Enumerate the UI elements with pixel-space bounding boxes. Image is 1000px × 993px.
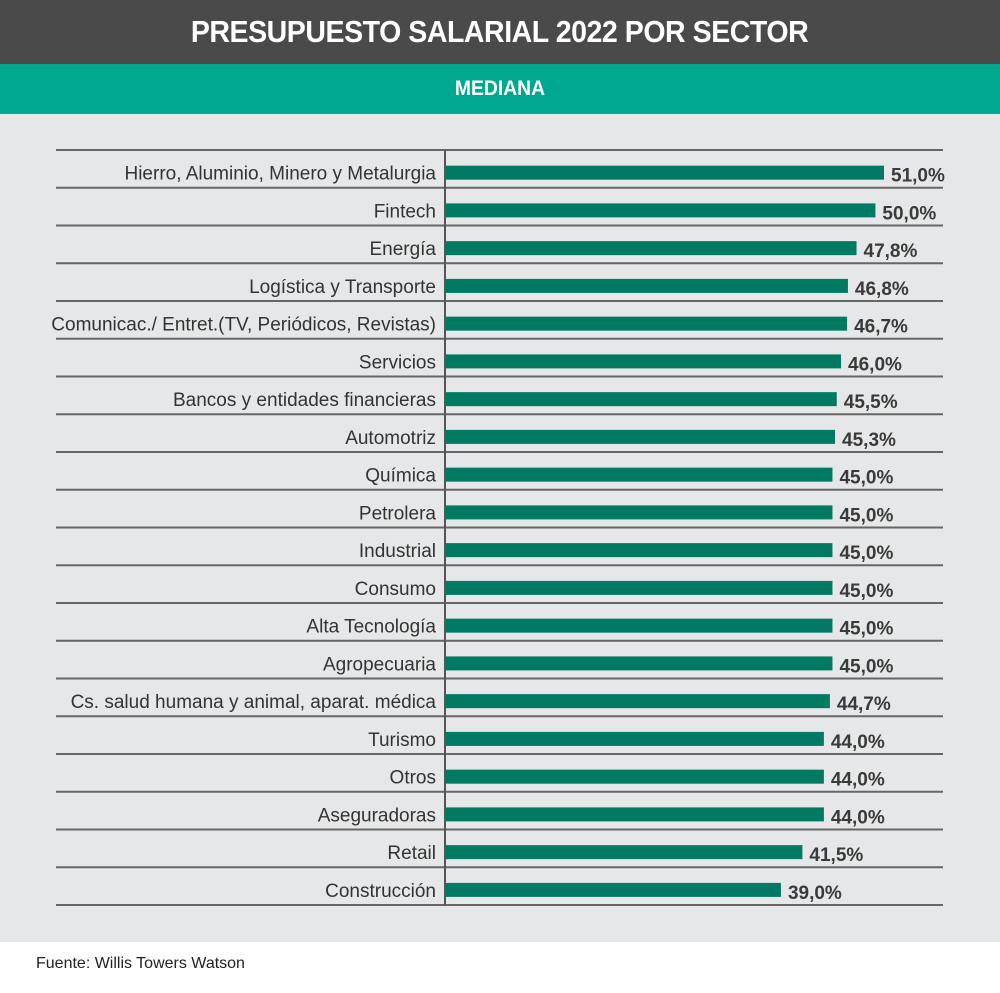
bar bbox=[446, 467, 833, 482]
value-label: 41,5% bbox=[809, 845, 863, 866]
category-label: Automotriz bbox=[345, 428, 436, 449]
bar bbox=[446, 278, 848, 293]
bar bbox=[446, 656, 833, 671]
value-label: 45,5% bbox=[844, 392, 898, 413]
category-label: Cs. salud humana y animal, aparat. médic… bbox=[71, 692, 437, 713]
value-label: 51,0% bbox=[891, 166, 945, 187]
value-label: 47,8% bbox=[864, 241, 918, 262]
category-label: Bancos y entidades financieras bbox=[173, 390, 436, 411]
bar bbox=[446, 882, 781, 897]
category-label: Hierro, Aluminio, Minero y Metalurgia bbox=[124, 164, 436, 185]
chart-title: PRESUPUESTO SALARIAL 2022 POR SECTOR bbox=[191, 14, 809, 49]
value-label: 45,0% bbox=[839, 543, 893, 564]
bar bbox=[446, 241, 857, 256]
value-label: 45,3% bbox=[842, 430, 896, 451]
source-note: Fuente: Willis Towers Watson bbox=[36, 955, 245, 972]
category-label: Aseguradoras bbox=[318, 805, 436, 826]
bar bbox=[446, 731, 824, 746]
value-label: 44,0% bbox=[831, 807, 885, 828]
value-label: 45,0% bbox=[839, 581, 893, 602]
value-label: 45,0% bbox=[839, 468, 893, 489]
value-label: 46,0% bbox=[848, 354, 902, 375]
category-label: Fintech bbox=[374, 201, 436, 222]
category-label: Alta Tecnología bbox=[306, 617, 436, 638]
category-label: Servicios bbox=[359, 352, 436, 373]
category-label: Retail bbox=[387, 843, 436, 864]
category-label: Agropecuaria bbox=[323, 654, 436, 675]
category-label: Consumo bbox=[355, 579, 436, 600]
category-label: Logística y Transporte bbox=[249, 277, 436, 298]
bar bbox=[446, 316, 848, 331]
category-label: Turismo bbox=[368, 730, 436, 751]
value-label: 45,0% bbox=[839, 619, 893, 640]
bar bbox=[446, 769, 824, 784]
bar bbox=[446, 807, 824, 822]
bar bbox=[446, 392, 837, 407]
value-label: 39,0% bbox=[788, 883, 842, 904]
bar bbox=[446, 429, 836, 444]
bar bbox=[446, 543, 833, 558]
value-label: 44,7% bbox=[837, 694, 891, 715]
category-label: Comunicac./ Entret.(TV, Periódicos, Revi… bbox=[51, 315, 436, 336]
value-label: 46,8% bbox=[855, 279, 909, 300]
bar bbox=[446, 694, 830, 709]
value-label: 45,0% bbox=[839, 656, 893, 677]
category-label: Otros bbox=[390, 768, 436, 789]
category-label: Química bbox=[365, 466, 436, 487]
bar bbox=[446, 580, 833, 595]
bar bbox=[446, 203, 876, 218]
category-label: Energía bbox=[369, 239, 436, 260]
bar bbox=[446, 618, 833, 633]
value-label: 45,0% bbox=[839, 505, 893, 526]
bar bbox=[446, 505, 833, 520]
chart-subtitle: MEDIANA bbox=[454, 77, 546, 100]
value-label: 44,0% bbox=[831, 770, 885, 791]
value-label: 44,0% bbox=[831, 732, 885, 753]
bar bbox=[446, 845, 803, 860]
bar bbox=[446, 354, 842, 369]
value-label: 50,0% bbox=[882, 203, 936, 224]
title-bar: PRESUPUESTO SALARIAL 2022 POR SECTOR bbox=[0, 0, 1000, 64]
subtitle-bar: MEDIANA bbox=[0, 64, 1000, 114]
bar bbox=[446, 165, 884, 180]
category-label: Petrolera bbox=[359, 503, 437, 524]
value-label: 46,7% bbox=[854, 317, 908, 338]
category-label: Industrial bbox=[359, 541, 436, 562]
category-label: Construcción bbox=[325, 881, 436, 902]
